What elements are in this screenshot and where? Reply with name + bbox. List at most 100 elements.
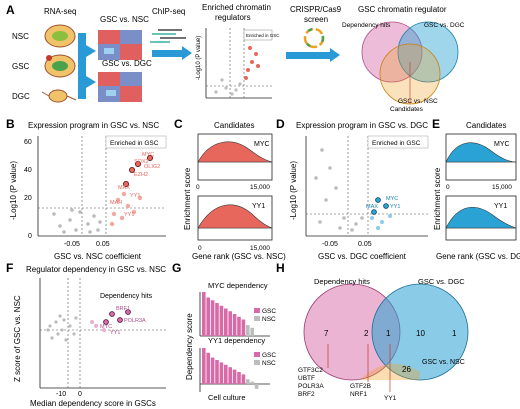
comparison-gsc-dgc: GSC vs. DGC <box>102 59 152 68</box>
enriched-title-2: regulators <box>215 13 251 22</box>
heatmap-dgc <box>98 72 142 102</box>
heatmap-nsc <box>98 30 142 60</box>
panel-f-ylabel: Z score of GSC vs. NSC <box>13 295 22 382</box>
panel-c-xtick-0b: 0 <box>198 245 202 252</box>
panel-b-xtick-pos: 0.05 <box>96 241 110 248</box>
panel-b-gene-sox2: SOX2 <box>134 159 149 165</box>
panel-letter-d: D <box>276 117 285 131</box>
bar-gsc <box>206 297 210 336</box>
mini-volcano-ylabel: -Log10 (P value) <box>196 36 202 80</box>
panel-g-yy1-chart <box>199 348 270 392</box>
panel-d-gene-myc: MYC <box>386 196 398 202</box>
panel-f-xlabel: Median dependency score in GSCs <box>30 399 156 408</box>
panel-d-xtick-pos: 0.05 <box>358 241 372 248</box>
panel-b-gene-yy1: YY1 <box>130 193 140 199</box>
chipseq-label: ChIP-seq <box>152 7 185 16</box>
dgc-icon <box>41 89 77 103</box>
crispr-label-2: screen <box>304 15 328 24</box>
venn-count-10: 10 <box>416 329 425 338</box>
venn-gene-gtf3c2: GTF3C2 <box>298 367 323 374</box>
rnaseq-arrows <box>78 33 96 99</box>
panel-g-myc-chart <box>199 292 270 337</box>
bar-gsc <box>215 360 219 384</box>
panel-letter-h: H <box>276 261 285 275</box>
venn-count-26: 26 <box>402 365 411 374</box>
bar-nsc <box>250 381 254 384</box>
bar-gsc <box>237 316 241 336</box>
venn-label-dependency: Dependency hits <box>314 277 370 286</box>
panel-b-gene-myc: MYC <box>142 152 154 158</box>
gsc-icon <box>44 54 76 78</box>
panel-g-xlabel: Cell culture <box>208 393 246 402</box>
panel-c-label-yy1: YY1 <box>252 203 265 210</box>
panel-b-xtick-neg: -0.05 <box>64 241 80 248</box>
panel-g-ylabel: Dependency score <box>185 313 194 380</box>
panel-b-gene-yy1b: YY1 <box>124 212 134 218</box>
panel-letter-a: A <box>6 3 15 17</box>
panel-c-xlabel: Gene rank (GSC vs. NSC) <box>192 252 286 261</box>
panel-b-gene-ezh2: EZH2 <box>134 172 148 178</box>
venn-gene-yy1: YY1 <box>384 395 397 402</box>
crispr-label-1: CRISPR/Cas9 <box>290 5 342 14</box>
bar-nsc <box>246 325 250 336</box>
bar-gsc <box>228 311 232 336</box>
bar-gsc <box>237 372 241 384</box>
venn-gene-ubtf: UBTF <box>298 375 315 382</box>
mini-enriched-label: Enriched in GSC <box>246 33 280 38</box>
panel-letter-e: E <box>432 117 440 131</box>
bar-gsc <box>241 319 246 336</box>
panel-e-label-myc: MYC <box>494 141 510 148</box>
panel-c-xtick-15000b: 15,000 <box>250 245 270 252</box>
panel-g-legend-gsc: GSC <box>262 308 276 315</box>
panel-letter-c: C <box>174 117 183 131</box>
panel-c-title: Candidates <box>214 121 254 130</box>
panel-g-legend-gsc-2: GSC <box>262 352 276 359</box>
venn-gene-brf2: BRF2 <box>298 391 315 398</box>
panel-e-xtick-15000: 15,000 <box>492 184 512 191</box>
panel-e-xtick-0: 0 <box>446 184 450 191</box>
panel-g-title-myc: MYC dependency <box>208 281 268 290</box>
venn-gene-gtf2b: GTF2B <box>350 383 371 390</box>
venn-label-dgc: GSC vs. DGC <box>418 277 465 286</box>
panel-e-myc-plot <box>445 133 517 181</box>
panel-f-title: Regulator dependency in GSC vs. NSC <box>26 265 166 274</box>
venn-gene-nrf1: NRF1 <box>350 391 367 398</box>
panel-e-label-yy1: YY1 <box>494 203 507 210</box>
chipseq-arrow <box>152 46 192 60</box>
panel-g-legend-nsc-2: NSC <box>262 360 276 367</box>
venn-count-2: 2 <box>364 329 369 338</box>
panel-b-ytick-0: 0 <box>28 233 32 240</box>
panel-f-xtick-0: 0 <box>78 391 82 398</box>
panel-d-enriched: Enriched in GSC <box>372 140 421 147</box>
comparison-gsc-nsc: GSC vs. NSC <box>100 15 149 24</box>
bar-gsc <box>210 300 215 336</box>
panel-letter-g: G <box>172 261 181 275</box>
venn-count-7: 7 <box>324 329 329 338</box>
venn-leader-lines <box>327 344 391 392</box>
panel-f-gene-yy1: YY1 <box>110 330 120 336</box>
bar-gsc <box>224 364 228 384</box>
panel-e-xlabel: Gene rank (GSC vs. DGC) <box>436 252 520 261</box>
panel-b-ytick-40: 40 <box>24 167 32 174</box>
bar-gsc <box>206 352 210 384</box>
bar-nsc <box>250 327 254 336</box>
bar-gsc <box>224 308 228 336</box>
panel-f-xtick-neg10: -10 <box>56 391 66 398</box>
bar-gsc <box>232 314 237 336</box>
bar-nsc <box>254 384 259 389</box>
panel-f-plot: BRF1 POLR3A MYC YY1 <box>39 278 166 389</box>
bar-gsc <box>228 367 232 384</box>
bar-gsc <box>219 305 224 336</box>
cell-gsc: GSC <box>12 62 30 71</box>
bar-gsc <box>210 357 215 384</box>
nsc-icon <box>44 24 76 48</box>
panel-d-ylabel: -Log10 (P value) <box>289 161 298 220</box>
panel-f-gene-brf1: BRF1 <box>116 306 130 312</box>
panel-b-gene-max: MAX <box>118 185 130 191</box>
panel-b-gene-mah: MAH <box>110 200 122 206</box>
panel-d-plot: Enriched in GSC MYC YY1 MAX <box>305 135 429 237</box>
panel-f-gene-myc: MYC <box>100 324 112 330</box>
panel-d-gene-yy1: YY1 <box>390 204 400 210</box>
panel-c-xtick-0: 0 <box>196 184 200 191</box>
